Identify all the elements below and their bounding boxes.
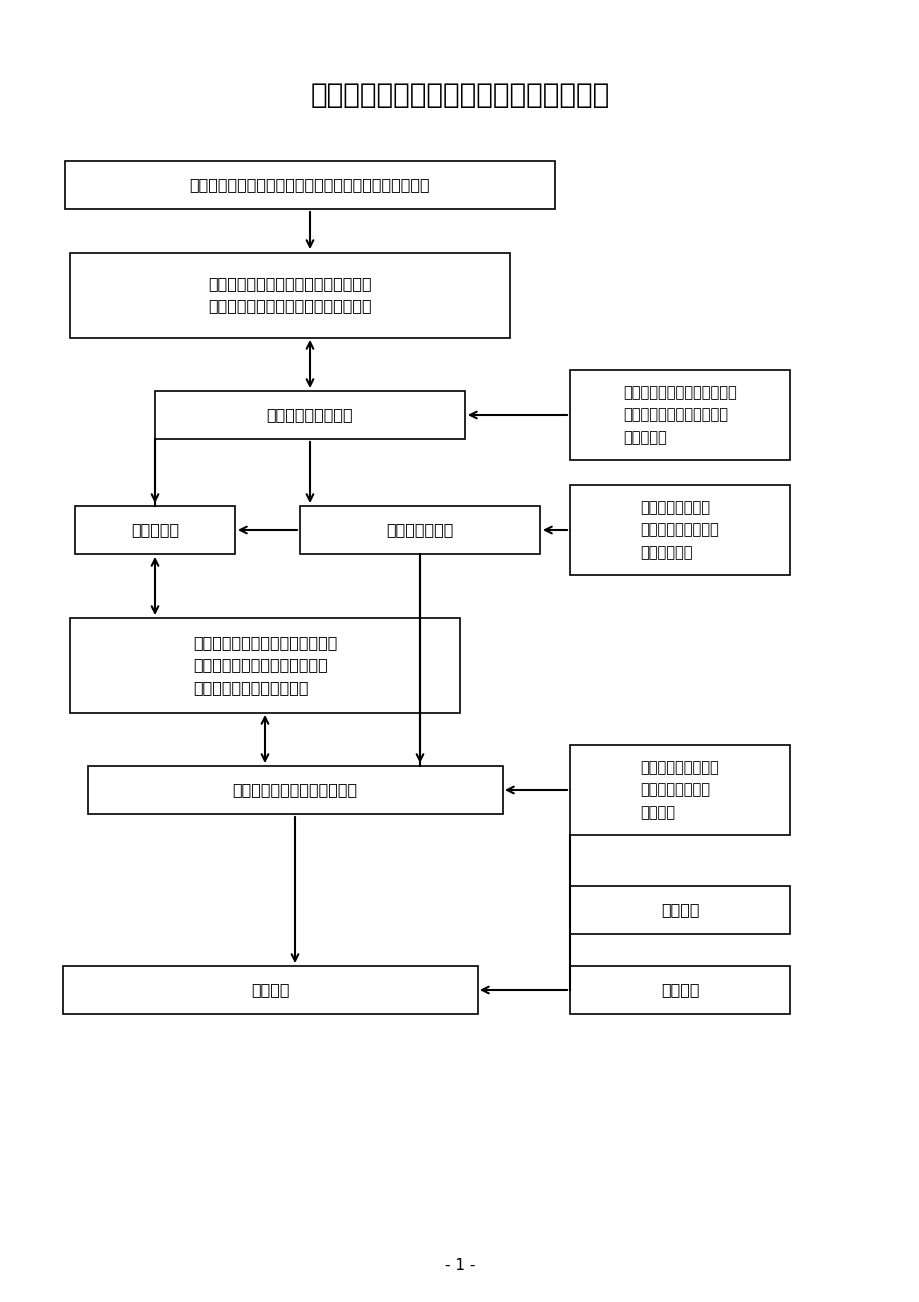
FancyBboxPatch shape [70, 617, 460, 712]
Text: 年初预算报县人代会审查和批准，
预算追加和预算调整方案年底报
县人大常委会审查和批准。: 年初预算报县人代会审查和批准， 预算追加和预算调整方案年底报 县人大常委会审查和… [193, 635, 337, 695]
FancyBboxPatch shape [154, 391, 464, 439]
Text: 邀请有关部门负责
人、部分党代表、人
大代表列席。: 邀请有关部门负责 人、部分党代表、人 大代表列席。 [640, 500, 719, 560]
FancyBboxPatch shape [570, 486, 789, 575]
FancyBboxPatch shape [570, 885, 789, 934]
Text: 结果公开: 结果公开 [251, 983, 289, 997]
Text: - 1 -: - 1 - [444, 1258, 475, 1272]
FancyBboxPatch shape [300, 506, 539, 553]
FancyBboxPatch shape [570, 745, 789, 835]
Text: 县政府提交: 县政府提交 [130, 522, 179, 538]
Text: 县政府常务会议审议: 县政府常务会议审议 [267, 408, 353, 423]
Text: 邀请县人大、政协有关领导、
县财政、审计、监察部门负
责人列席。: 邀请县人大、政协有关领导、 县财政、审计、监察部门负 责人列席。 [622, 385, 736, 445]
FancyBboxPatch shape [570, 966, 789, 1014]
FancyBboxPatch shape [70, 253, 509, 337]
FancyBboxPatch shape [62, 966, 477, 1014]
Text: 财政、监察部门对资
金使用情况进行监
督检查。: 财政、监察部门对资 金使用情况进行监 督检查。 [640, 760, 719, 820]
FancyBboxPatch shape [65, 161, 554, 210]
Text: 县财政局进行调查审核，形成年初预算
方案、预算调整方案或资金使用计划。: 县财政局进行调查审核，形成年初预算 方案、预算调整方案或资金使用计划。 [208, 276, 371, 314]
Text: 绩效评价: 绩效评价 [660, 902, 698, 918]
FancyBboxPatch shape [75, 506, 234, 553]
Text: 县级有关部门或乡镇向县财政局提出大额资金使用计划。: 县级有关部门或乡镇向县财政局提出大额资金使用计划。 [189, 177, 430, 193]
Text: 审计监督: 审计监督 [660, 983, 698, 997]
Text: 县人民政府组织有关部门执行: 县人民政府组织有关部门执行 [233, 783, 357, 798]
Text: 县委常委会审定: 县委常委会审定 [386, 522, 453, 538]
Text: 牟定县大额资金安排使用监督管理流程图: 牟定县大额资金安排使用监督管理流程图 [310, 81, 609, 109]
FancyBboxPatch shape [87, 766, 502, 814]
FancyBboxPatch shape [570, 370, 789, 460]
